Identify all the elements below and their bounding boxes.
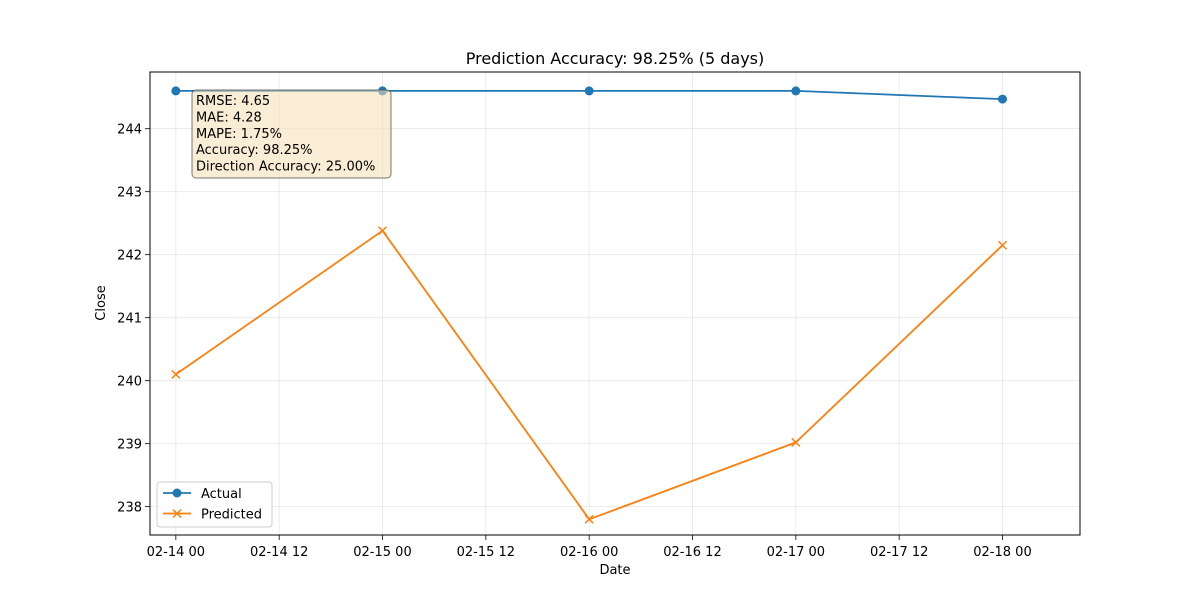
x-tick-label: 02-15 12 [457,545,515,560]
y-tick-label: 244 [117,123,142,138]
legend-predicted-label: Predicted [201,508,262,523]
predicted-point [584,514,594,524]
metric-line: MAPE: 1.75% [196,127,282,142]
x-tick-label: 02-15 00 [353,545,411,560]
x-tick-label: 02-16 00 [560,545,618,560]
x-tick-label: 02-14 12 [250,545,308,560]
x-axis-title: Date [599,563,630,578]
y-tick-label: 239 [117,438,142,453]
y-tick-label: 240 [117,375,142,390]
y-axis-ticks: 238 239 240 241 242 243 244 [117,123,150,516]
actual-point [171,86,181,96]
predicted-point [171,369,181,379]
y-tick-label: 242 [117,249,142,264]
annotation-background [191,89,392,179]
x-tick-label: 02-18 00 [973,545,1031,560]
legend: Actual Predicted [156,481,273,528]
actual-point [791,86,801,96]
grid-lines [150,72,1080,535]
plot-frame [149,71,1081,536]
x-tick-label: 02-14 00 [147,545,205,560]
metric-line: MAE: 4.28 [196,110,262,125]
actual-point [998,94,1007,104]
metric-line: Direction Accuracy: 25.00% [196,160,375,175]
legend-predicted-marker [172,508,182,519]
x-axis-ticks: 02-14 00 02-14 12 02-15 00 02-15 12 02-16 00… [147,535,1032,560]
y-tick-label: 238 [117,501,142,516]
predicted-point [791,437,801,447]
legend-actual-marker [172,488,182,498]
actual-point [584,86,594,96]
predicted-point [997,240,1008,250]
y-tick-label: 243 [117,186,142,201]
x-tick-label: 02-16 12 [663,545,721,560]
predicted-point [377,226,388,236]
y-axis-title: Close [94,285,109,320]
y-tick-label: 241 [117,312,142,327]
x-tick-label: 02-17 12 [870,545,928,560]
metric-line: Accuracy: 98.25% [196,143,313,158]
x-tick-label: 02-17 00 [767,545,825,560]
metric-line: RMSE: 4.65 [196,94,270,109]
legend-actual-label: Actual [201,487,242,502]
chart-title: Prediction Accuracy: 98.25% (5 days) [466,49,765,68]
